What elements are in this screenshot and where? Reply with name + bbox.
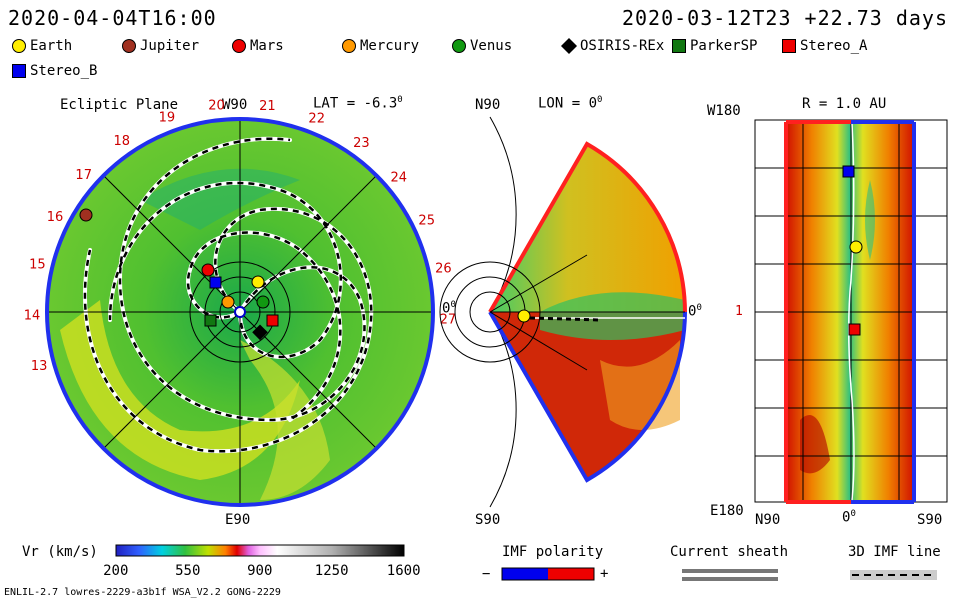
colorbar-tick-label: 200 — [103, 563, 129, 579]
label-n90-mid: N90 — [475, 97, 501, 113]
ecliptic-tick-label: 14 — [24, 308, 41, 323]
venus-marker — [256, 295, 270, 309]
legend-item-stereo-a: Stereo_A — [782, 38, 867, 54]
parkersp-marker — [204, 314, 217, 327]
earth-marker — [251, 275, 265, 289]
ecliptic-tick-label: 15 — [29, 258, 46, 273]
label-lon: LON = 00 — [538, 95, 603, 112]
legend-label: ParkerSP — [690, 38, 758, 54]
earth-marker-right — [849, 240, 863, 254]
colorbar-tick-label: 550 — [175, 563, 201, 579]
legend-item-osiris-rex: OSIRIS-REx — [561, 38, 665, 54]
label-e90: E90 — [225, 512, 251, 528]
stereo-a-marker-right — [848, 323, 861, 336]
legend-marker — [672, 39, 686, 53]
stereo-b-marker-right — [842, 165, 855, 178]
label-e180: E180 — [710, 503, 744, 519]
current-sheath-title: Current sheath — [670, 544, 789, 560]
ecliptic-tick-label: 16 — [47, 210, 64, 225]
label-right-mid: 1 — [735, 304, 743, 319]
legend-marker — [12, 39, 26, 53]
mercury-marker — [221, 295, 235, 309]
current-sheath-line2 — [682, 577, 778, 581]
ecliptic-tick-label: 22 — [308, 112, 325, 127]
label-right-zero: 00 — [842, 509, 856, 526]
legend-label: Jupiter — [140, 38, 200, 54]
label-mid-zero: 00 — [688, 303, 702, 320]
ecliptic-tick-label: 26 — [435, 262, 452, 277]
imf-minus: − — [482, 566, 491, 582]
ecliptic-tick-label: 23 — [353, 136, 370, 151]
ecliptic-tick-label: 13 — [31, 359, 48, 374]
osiris-rex-marker — [252, 324, 268, 341]
legend-marker — [232, 39, 246, 53]
ecliptic-tick-label: 20 — [208, 98, 225, 113]
legend-label: Earth — [30, 38, 73, 54]
label-s90-mid: S90 — [475, 512, 501, 528]
legend-marker — [782, 39, 796, 53]
ecliptic-tick-label: 21 — [259, 99, 276, 114]
imf-polarity-title: IMF polarity — [502, 544, 604, 560]
label-w180: W180 — [707, 103, 741, 119]
legend-label: Mars — [250, 38, 284, 54]
legend-marker — [452, 39, 466, 53]
longitude-latitude-plot — [754, 119, 948, 504]
colorbar-label: Vr (km/s) — [22, 544, 98, 560]
label-n90-right: N90 — [755, 512, 781, 528]
current-sheath-line1 — [682, 569, 778, 573]
imf-negative-bar — [502, 568, 548, 580]
legend-label: Stereo_B — [30, 63, 98, 79]
legend-item-venus: Venus — [452, 38, 512, 54]
jupiter-marker — [79, 208, 93, 222]
meridional-plot — [439, 116, 687, 508]
imf-plus: + — [600, 566, 609, 582]
legend-label: Venus — [470, 38, 513, 54]
label-s90-right: S90 — [917, 512, 943, 528]
legend-item-parkersp: ParkerSP — [672, 38, 757, 54]
colorbar-tick-label: 900 — [247, 563, 273, 579]
ecliptic-plot — [45, 117, 435, 507]
legend-marker — [342, 39, 356, 53]
legend-label: OSIRIS-REx — [580, 38, 665, 54]
label-lat: LAT = -6.30 — [313, 95, 403, 112]
colorbar-tick-label: 1600 — [386, 563, 421, 579]
legend-item-stereo-b: Stereo_B — [12, 63, 97, 79]
ecliptic-tick-label: 18 — [114, 134, 131, 149]
date-left: 2020-04-04T16:00 — [8, 6, 217, 30]
colorbar-tick-label: 1250 — [314, 563, 349, 579]
earth-marker-mid — [517, 309, 531, 323]
ecliptic-tick-label: 27 — [440, 312, 457, 327]
stereo-b-marker — [209, 276, 222, 289]
velocity-colorbar — [115, 544, 405, 557]
footer-run-info: ENLIL-2.7 lowres-2229-a3b1f WSA_V2.2 GON… — [4, 587, 281, 598]
stereo-a-marker — [266, 314, 279, 327]
ecliptic-tick-label: 24 — [391, 171, 408, 186]
mars-marker — [201, 263, 215, 277]
legend-label: Stereo_A — [800, 38, 868, 54]
imf3d-title: 3D IMF line — [848, 544, 941, 560]
imf-positive-bar — [548, 568, 594, 580]
label-left-zero: 00 — [442, 300, 456, 317]
legend-marker — [12, 64, 26, 78]
label-w90: W90 — [222, 97, 248, 113]
legend-item-mars: Mars — [232, 38, 284, 54]
legend-marker — [122, 39, 136, 53]
legend-label: Mercury — [360, 38, 420, 54]
panel-title: Ecliptic Plane — [60, 97, 179, 113]
date-right: 2020-03-12T23 +22.73 days — [621, 6, 948, 30]
legend-item-mercury: Mercury — [342, 38, 419, 54]
legend-item-jupiter: Jupiter — [122, 38, 199, 54]
legend-item-earth: Earth — [12, 38, 72, 54]
label-radius: R = 1.0 AU — [802, 96, 887, 112]
ecliptic-tick-label: 25 — [418, 213, 435, 228]
ecliptic-tick-label: 17 — [75, 168, 92, 183]
ecliptic-tick-label: 19 — [159, 110, 176, 125]
ecliptic-tick-labels: 13 14 15 16 17 18 19 20 21 22 23 24 25 26 27 — [24, 98, 457, 374]
